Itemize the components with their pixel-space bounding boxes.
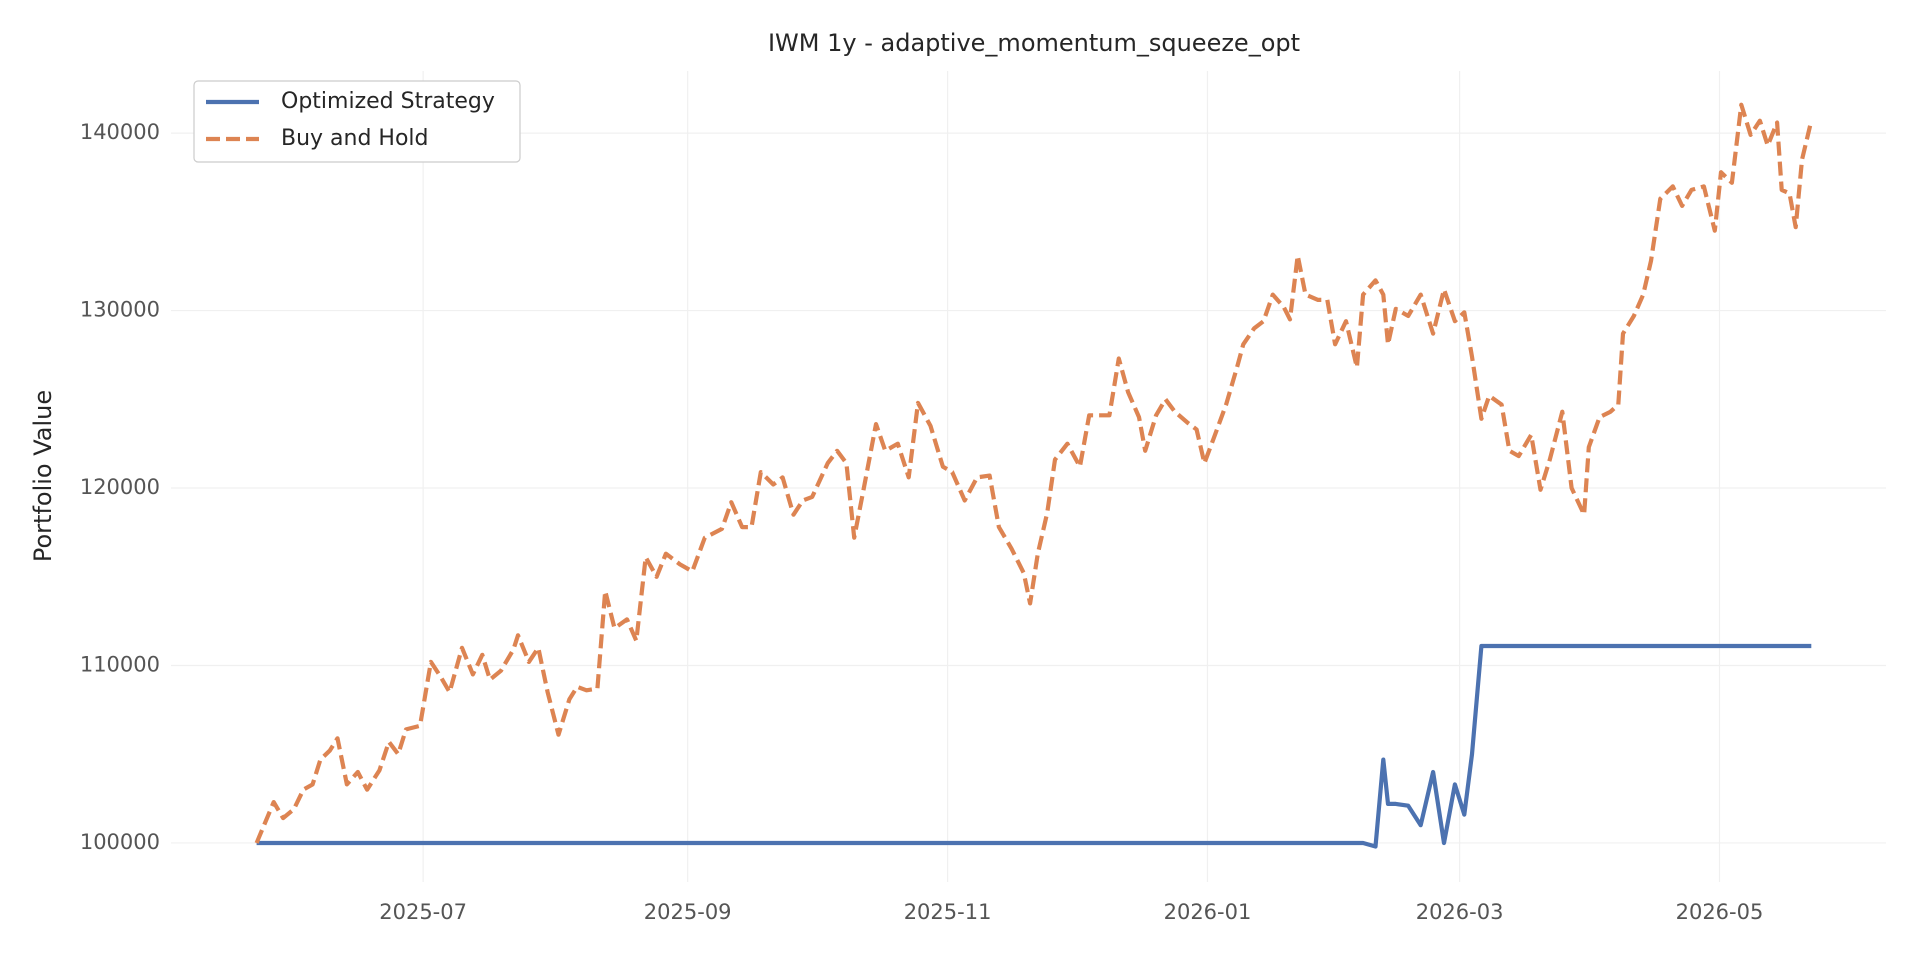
x-tick-label: 2026-05 [1676,900,1764,924]
x-tick-label: 2025-09 [644,900,732,924]
y-tick-label: 120000 [80,475,160,499]
y-tick-label: 130000 [80,298,160,322]
legend-label: Optimized Strategy [281,89,495,114]
x-tick-label: 2026-03 [1416,900,1504,924]
y-tick-label: 100000 [80,830,160,854]
legend-box [193,80,521,163]
y-axis-label: Portfolio Value [29,390,57,562]
legend: Optimized Strategy Buy and Hold [193,80,521,163]
x-tick-label: 2025-07 [379,900,467,924]
legend-label: Buy and Hold [281,126,429,151]
chart-title: IWM 1y - adaptive_momentum_squeeze_opt [768,29,1300,57]
y-tick-label: 110000 [80,652,160,676]
y-tick-label: 140000 [80,120,160,144]
x-tick-label: 2025-11 [904,900,992,924]
series-line [254,102,1814,844]
x-tick-label: 2026-01 [1164,900,1252,924]
series-line [256,643,1812,849]
